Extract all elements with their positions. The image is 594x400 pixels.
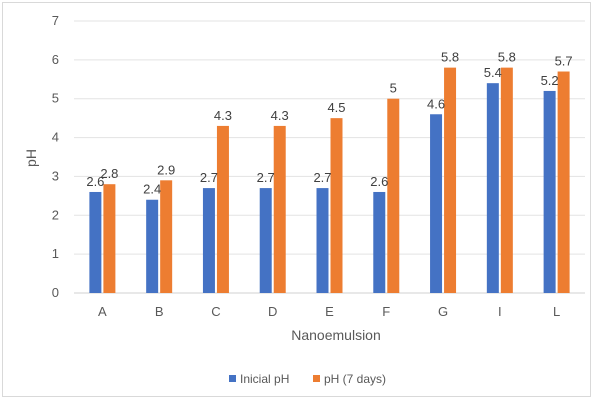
data-label: 5.4 [484,65,502,80]
bar-inicial-ph [89,191,102,293]
y-tick-label: 5 [52,91,59,106]
data-label: 2.7 [200,170,218,185]
bar-inicial-ph [373,191,386,293]
data-label: 4.6 [427,96,445,111]
y-tick-label: 2 [52,207,59,222]
x-tick-label: F [382,304,390,319]
data-label: 4.3 [271,108,289,123]
data-label: 5.2 [541,73,559,88]
bar-ph-7-days [216,125,229,294]
bar-ph-7-days [557,71,570,293]
data-label: 2.6 [370,174,388,189]
gridlines [74,20,585,294]
x-tick-label: G [438,304,448,319]
bar-ph-7-days [387,98,400,293]
y-tick-label: 4 [52,130,59,145]
data-label: 2.9 [157,162,175,177]
x-tick-label: E [325,304,334,319]
y-axis-title: pH [23,149,39,167]
x-tick-label: D [268,304,277,319]
data-label: 2.6 [86,174,104,189]
bar-ph-7-days [330,118,343,294]
legend-label: Inicial pH [240,372,289,386]
legend-swatch [229,375,236,382]
data-label: 5.7 [555,54,573,69]
y-tick-label: 0 [52,285,59,300]
bar-inicial-ph [146,199,159,293]
bar-ph-7-days [160,180,173,293]
x-tick-label: I [498,304,502,319]
y-tick-label: 6 [52,52,59,67]
bar-ph-7-days [273,125,286,294]
y-tick-label: 7 [52,13,59,28]
x-tick-label: A [98,304,107,319]
data-label: 2.8 [100,166,118,181]
y-tick-label: 3 [52,168,59,183]
data-labels: 2.62.82.42.92.74.32.74.32.74.52.654.65.8… [86,50,572,197]
data-label: 5 [390,81,397,96]
y-tick-label: 1 [52,246,59,261]
x-tick-label: L [553,304,560,319]
data-label: 2.7 [257,170,275,185]
data-label: 4.5 [327,100,345,115]
bar-ph-7-days [103,184,116,293]
legend: Inicial pH pH (7 days) [229,372,386,386]
data-label: 2.7 [313,170,331,185]
bar-inicial-ph [486,83,499,294]
legend-swatch [313,375,320,382]
bar-inicial-ph [543,90,556,293]
data-label: 2.4 [143,182,161,197]
data-label: 5.8 [441,50,459,65]
data-label: 5.8 [498,50,516,65]
bars [89,67,570,294]
bar-ph-7-days [500,67,513,293]
x-tick-label: B [155,304,164,319]
y-axis-ticks: 0 1 2 3 4 5 6 7 [52,13,59,300]
x-tick-label: C [211,304,220,319]
bar-ph-7-days [444,67,457,293]
data-label: 4.3 [214,108,232,123]
bar-inicial-ph [202,188,215,293]
bar-inicial-ph [430,114,443,293]
bar-inicial-ph [259,188,272,293]
x-axis-title: Nanoemulsion [291,327,381,343]
legend-label: pH (7 days) [324,372,386,386]
bar-inicial-ph [316,188,329,293]
